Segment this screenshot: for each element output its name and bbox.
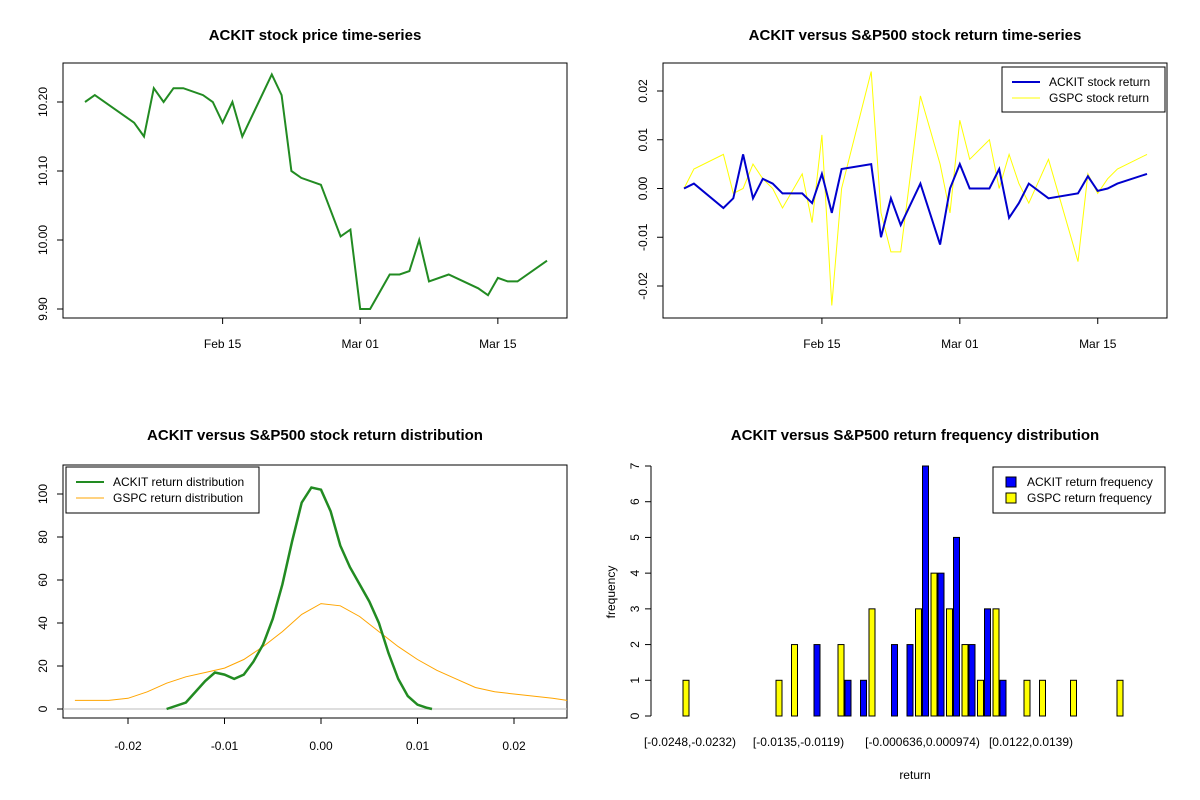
series-line-ackit-return <box>683 154 1148 245</box>
y-tick-label: 5 <box>628 534 642 541</box>
y-tick-label: 0.01 <box>636 128 650 152</box>
y-tick-label: 10.00 <box>36 225 50 255</box>
y-tick-label: 40 <box>36 616 50 630</box>
x-tick-label: Feb 15 <box>803 337 841 351</box>
legend-label-gspc: GSPC stock return <box>1049 91 1149 105</box>
y-tick-label: 2 <box>628 641 642 648</box>
y-tick-label: -0.01 <box>636 223 650 251</box>
chart-title: ACKIT versus S&P500 return frequency dis… <box>731 427 1099 444</box>
bar-gspc <box>1116 679 1124 717</box>
plot-frame <box>62 62 568 319</box>
bar-gspc <box>1039 679 1046 717</box>
y-tick-label: 1 <box>628 677 642 684</box>
x-tick-label: 0.01 <box>406 739 430 753</box>
bar-ackit <box>891 644 898 717</box>
bar-gspc <box>961 644 969 717</box>
legend-label-gspc: GSPC return frequency <box>1027 491 1152 505</box>
y-tick-label: 3 <box>628 605 642 612</box>
bar-ackit <box>999 679 1007 717</box>
y-tick-label: 0.00 <box>636 176 650 200</box>
x-tick-label: [0.0122,0.0139) <box>989 735 1073 749</box>
y-tick-label: 0 <box>36 705 50 712</box>
bar-ackit <box>906 644 914 717</box>
series-line-gspc-density <box>74 603 568 701</box>
bar-ackit <box>844 679 852 717</box>
bar-ackit <box>860 679 867 717</box>
x-tick-label: -0.02 <box>114 739 142 753</box>
legend-label-ackit: ACKIT stock return <box>1049 75 1150 89</box>
legend-swatch-ackit <box>1005 476 1017 488</box>
legend-box <box>65 466 260 514</box>
y-tick-label: 7 <box>628 462 642 469</box>
x-tick-label: Mar 01 <box>342 337 380 351</box>
y-tick-label: 10.20 <box>36 87 50 117</box>
x-tick-label: Mar 01 <box>941 337 979 351</box>
y-tick-label: 9.90 <box>36 297 50 321</box>
x-tick-label: [-0.000636,0.000974) <box>865 735 980 749</box>
bar-gspc <box>868 608 876 717</box>
y-tick-label: 80 <box>36 530 50 544</box>
chart-title: ACKIT versus S&P500 stock return time-se… <box>749 27 1082 44</box>
legend-label-ackit: ACKIT return distribution <box>113 475 244 489</box>
bar-gspc <box>992 608 1000 717</box>
bar-ackit <box>984 608 991 717</box>
x-tick-label: 0.00 <box>309 739 333 753</box>
legend-box <box>1001 66 1166 113</box>
series-line-ackit-price <box>84 72 548 310</box>
y-tick-label: -0.02 <box>636 272 650 300</box>
legend-label-gspc: GSPC return distribution <box>113 491 243 505</box>
y-tick-label: 4 <box>628 569 642 576</box>
bar-ackit <box>813 644 821 717</box>
x-axis-title: return <box>899 768 930 782</box>
bar-ackit <box>953 536 960 717</box>
x-tick-label: Mar 15 <box>479 337 517 351</box>
chart-title: ACKIT stock price time-series <box>209 27 422 44</box>
bar-gspc <box>946 608 953 717</box>
legend-label-ackit: ACKIT return frequency <box>1027 475 1153 489</box>
x-tick-label: [-0.0135,-0.0119) <box>753 735 844 749</box>
bar-gspc <box>1070 679 1077 717</box>
bar-gspc <box>930 572 938 717</box>
legend-swatch-gspc <box>1005 492 1017 504</box>
bar-gspc <box>791 644 798 717</box>
bar-gspc <box>837 644 845 717</box>
x-tick-label: 0.02 <box>502 739 526 753</box>
bar-gspc <box>1023 679 1031 717</box>
y-tick-label: 60 <box>36 573 50 587</box>
y-axis-title: frequency <box>604 566 618 619</box>
legend-box <box>992 466 1166 514</box>
chart-title: ACKIT versus S&P500 stock return distrib… <box>147 427 483 444</box>
x-tick-label: [-0.0248,-0.0232) <box>644 735 736 749</box>
bar-gspc <box>977 679 984 717</box>
bar-gspc <box>682 679 690 717</box>
y-tick-label: 0 <box>628 712 642 719</box>
bar-gspc <box>915 608 922 717</box>
series-line-gspc-return <box>683 71 1148 306</box>
y-tick-label: 100 <box>36 484 50 504</box>
series-line-ackit-density <box>166 486 433 711</box>
x-tick-label: Feb 15 <box>204 337 242 351</box>
y-tick-label: 0.02 <box>636 79 650 103</box>
bar-ackit <box>937 572 945 717</box>
x-tick-label: Mar 15 <box>1079 337 1117 351</box>
bar-ackit <box>968 644 976 717</box>
bar-gspc <box>775 679 783 717</box>
y-tick-label: 6 <box>628 498 642 505</box>
plot-frame <box>62 464 568 719</box>
x-tick-label: -0.01 <box>211 739 239 753</box>
plot-frame <box>662 62 1168 319</box>
bar-ackit <box>922 465 929 717</box>
y-tick-label: 20 <box>36 659 50 673</box>
y-tick-label: 10.10 <box>36 156 50 186</box>
